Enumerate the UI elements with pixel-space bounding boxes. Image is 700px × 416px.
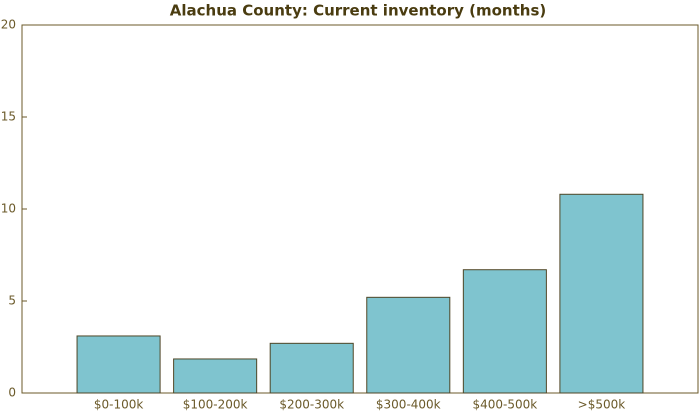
bar (173, 358, 258, 394)
chart-title: Alachua County: Current inventory (month… (170, 2, 546, 20)
bar (559, 193, 644, 394)
bar (269, 342, 354, 394)
y-tick-label: 10 (1, 202, 16, 216)
bar (462, 269, 547, 394)
x-tick-label: $0-100k (94, 398, 144, 412)
y-tick-label: 5 (8, 294, 16, 308)
x-tick-label: $300-400k (376, 398, 441, 412)
y-tick-label: 0 (8, 386, 16, 400)
y-tick-label: 15 (1, 110, 16, 124)
x-tick-label: $100-200k (183, 398, 248, 412)
bar (366, 296, 451, 394)
x-tick-label: >$500k (578, 398, 626, 412)
bar (76, 335, 161, 394)
x-tick-label: $400-500k (472, 398, 537, 412)
x-tick-label: $200-300k (279, 398, 344, 412)
y-tick-label: 20 (1, 18, 16, 32)
